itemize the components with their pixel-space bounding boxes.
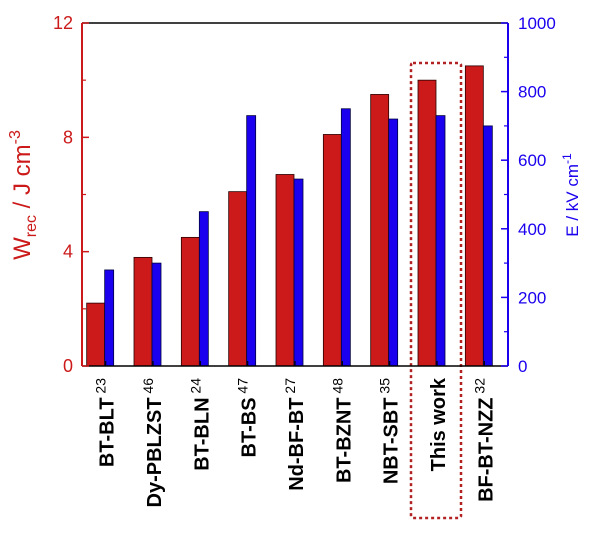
x-tick-label-0: BT-BLT 23 [93,378,119,467]
bar-e-0 [104,269,115,367]
left-tick-label-0: 0 [63,356,73,376]
bar-wrec-0 [86,302,106,367]
bar-e-5 [340,108,351,367]
this-work-highlight-box [409,61,463,520]
right-axis-label: E / kV cm-1 [560,153,582,237]
bar-wrec-4 [275,174,295,367]
bar-e-3 [246,115,257,367]
left-tick-label-1: 4 [63,242,73,262]
x-axis: BT-BLT 23 Dy-PBLZST 46 BT-BLN 24 BT-BS 47 Nd… [93,361,497,508]
x-tick-label-1: Dy-PBLZST 46 [140,378,166,508]
right-tick-label-2: 400 [518,220,546,239]
bar-e-1 [151,262,162,367]
right-tick-label-3: 600 [518,151,546,170]
x-tick-label-7: This work [428,377,450,471]
right-tick-label-5: 1000 [518,14,556,33]
x-tick-label-3: BT-BS 47 [235,378,261,458]
bar-wrec-1 [133,256,153,367]
right-axis: 0 200 400 600 800 1000 [501,14,556,376]
left-tick-label-2: 8 [63,127,73,147]
right-tick-label-4: 800 [518,83,546,102]
right-tick-label-1: 200 [518,288,546,307]
bar-wrec-2 [180,236,200,367]
left-axis-label: Wrec / J cm-3 [7,130,40,260]
x-tick-label-4: Nd-BF-BT 27 [282,378,308,491]
bar-e-6 [388,118,399,367]
bar-wrec-5 [322,134,342,367]
x-tick-label-2: BT-BLN 24 [187,378,213,471]
bars-layer [86,65,493,367]
bar-wrec-6 [370,94,390,367]
bar-e-7 [435,115,446,367]
x-tick-label-5: BT-BZNT 48 [329,378,355,483]
bar-e-8 [482,125,493,367]
bar-wrec-3 [228,191,248,367]
bar-wrec-7 [417,79,437,367]
right-tick-label-0: 0 [518,357,527,376]
x-tick-label-8: BF-BT-NZZ 32 [471,378,497,502]
left-axis: 0 4 8 12 [53,13,89,376]
bar-wrec-8 [464,65,484,367]
left-tick-label-3: 12 [53,13,73,33]
bar-e-2 [198,211,209,367]
bar-e-4 [293,178,304,367]
x-tick-label-6: NBT-SBT 35 [377,378,403,484]
